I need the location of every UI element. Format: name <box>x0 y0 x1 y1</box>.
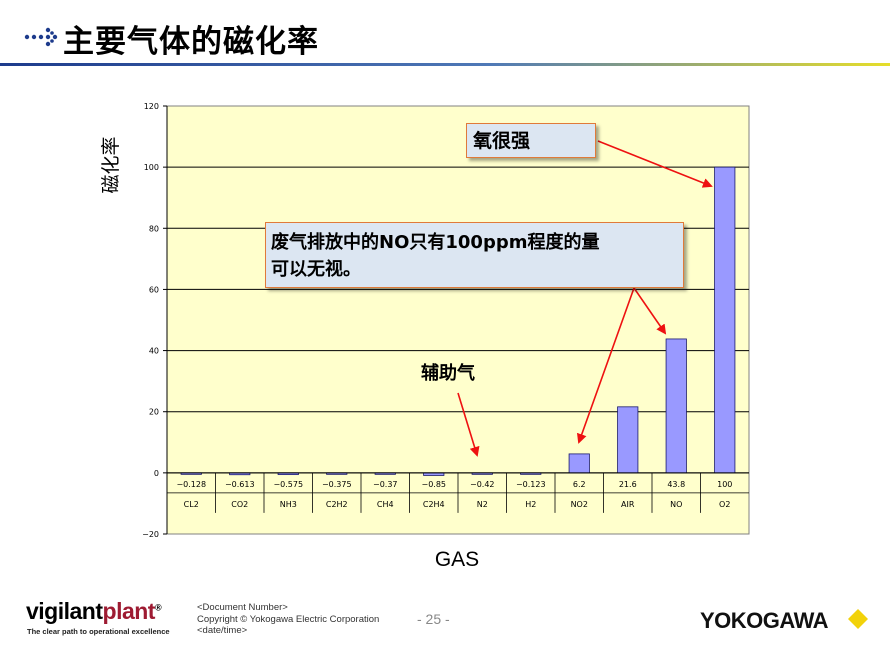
document-number: <Document Number> <box>197 602 288 613</box>
page-number: - 25 - <box>417 611 450 627</box>
data-label: −0.85 <box>421 480 446 489</box>
x-tick-label: N2 <box>477 500 488 509</box>
date-time: <date/time> <box>197 625 248 636</box>
arrow-to-no2 <box>576 287 635 444</box>
data-label: 100 <box>717 480 732 489</box>
title-divider <box>0 63 890 66</box>
vigilantplant-logo: vigilantplant® <box>26 598 162 624</box>
bar-air <box>617 406 639 474</box>
page-title: 主要气体的磁化率 <box>63 24 319 60</box>
data-label: −0.42 <box>470 480 495 489</box>
x-tick-label: C2H4 <box>423 500 445 509</box>
arrow-to-n2 <box>457 392 480 457</box>
x-axis-labels: −0.128 CL2 −0.613 CO2 −0.575 NH3 −0.375 C2H2 −0.… <box>167 472 749 513</box>
yokogawa-diamond-icon <box>848 609 868 629</box>
data-label: −0.123 <box>516 480 546 489</box>
data-label: −0.37 <box>373 480 398 489</box>
y-tick-label: −20 <box>142 530 159 539</box>
x-tick-label: CO2 <box>231 500 248 509</box>
exhaust-no-callout: 废气排放中的NO只有100ppm程度的量 可以无视。 <box>265 222 684 288</box>
exhaust-no-line-1: 废气排放中的NO只有100ppm程度的量 <box>271 232 600 253</box>
data-label: 21.6 <box>619 480 637 489</box>
x-tick-label: NO <box>670 500 682 509</box>
oxygen-strong-text: 氧很强 <box>473 130 531 152</box>
bars <box>180 166 736 476</box>
bar-o2 <box>714 166 736 474</box>
y-tick-label: 40 <box>149 347 159 356</box>
data-label: −0.375 <box>322 480 352 489</box>
x-tick-label: O2 <box>719 500 730 509</box>
x-tick-label: AIR <box>621 500 635 509</box>
data-label: −0.613 <box>225 480 255 489</box>
footer-meta: <Document Number> Copyright © Yokogawa E… <box>197 602 379 637</box>
data-label: 43.8 <box>667 480 685 489</box>
oxygen-strong-callout: 氧很强 <box>466 123 596 158</box>
arrow-to-no <box>633 287 667 335</box>
y-tick-label: 120 <box>144 102 159 111</box>
data-label: −0.575 <box>273 480 303 489</box>
x-tick-label: NH3 <box>280 500 297 509</box>
annotation-arrows <box>457 140 713 457</box>
y-tick-label: 20 <box>149 408 159 417</box>
arrow-to-o2 <box>597 140 713 188</box>
auxiliary-gas-label: 辅助气 <box>421 363 475 384</box>
y-tick-label: 60 <box>149 285 159 294</box>
x-tick-label: C2H2 <box>326 500 348 509</box>
x-tick-label: CH4 <box>377 500 394 509</box>
y-axis: −20 0 20 40 60 80 100 120 <box>142 102 168 539</box>
title-bar: 主要气体的磁化率 <box>0 0 890 68</box>
logo-tagline: The clear path to operational excellence <box>27 627 170 636</box>
data-label: 6.2 <box>573 480 586 489</box>
x-axis-title: GAS <box>435 548 479 571</box>
yokogawa-logo: YOKOGAWA <box>700 608 829 633</box>
bar-no2 <box>568 453 590 474</box>
x-tick-label: NO2 <box>571 500 588 509</box>
x-tick-label: H2 <box>525 500 536 509</box>
data-label: −0.128 <box>176 480 206 489</box>
copyright: Copyright © Yokogawa Electric Corporatio… <box>197 613 380 625</box>
y-tick-label: 0 <box>154 469 159 478</box>
bar-no <box>665 338 687 474</box>
y-tick-label: 80 <box>149 224 159 233</box>
x-tick-label: CL2 <box>184 500 199 509</box>
plot-area <box>166 105 750 535</box>
y-axis-title: 磁化率 <box>100 136 122 193</box>
y-tick-label: 100 <box>144 163 159 172</box>
exhaust-no-line-2: 可以无视。 <box>271 259 361 280</box>
arrow-dots-icon <box>24 27 58 47</box>
